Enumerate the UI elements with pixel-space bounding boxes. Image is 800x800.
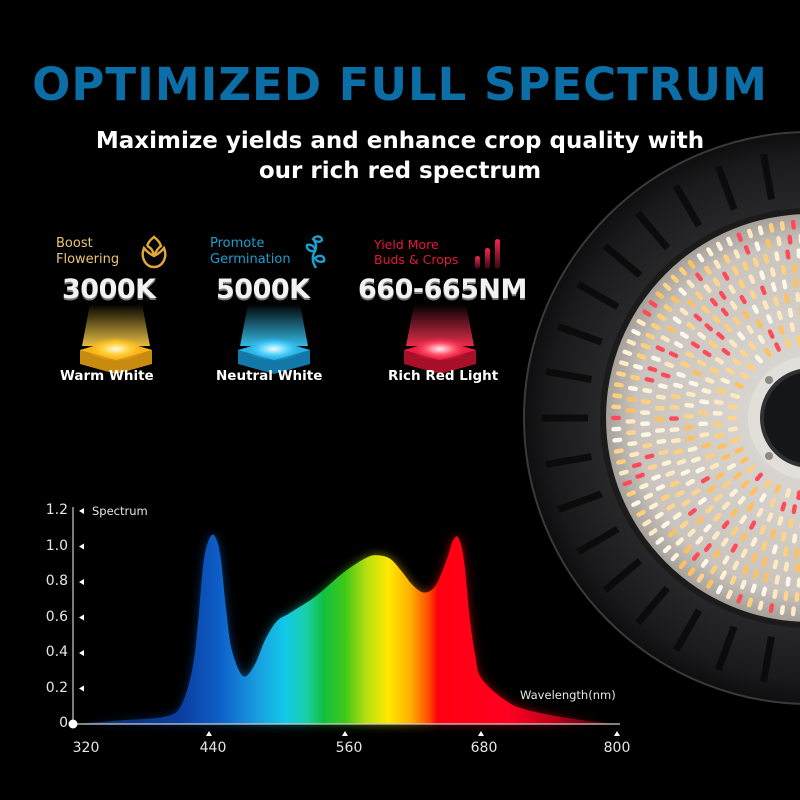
y-axis-label: Spectrum — [92, 504, 148, 518]
x-tick-label: 440 — [199, 740, 227, 756]
y-tick-label: 0 — [59, 715, 68, 731]
x-tick-label: 680 — [470, 740, 498, 756]
y-tick-marker — [79, 543, 84, 550]
card-tag: Boost Flowering — [56, 236, 119, 268]
spectrum-plot — [68, 507, 620, 736]
origin-dot — [68, 719, 78, 729]
x-tick-marker — [478, 731, 484, 736]
x-axis-label: Wavelength(nm) — [520, 688, 616, 702]
card-label: Rich Red Light — [388, 368, 499, 384]
card-value: 660-665NM — [358, 274, 527, 305]
y-tick-label: 0.2 — [45, 680, 68, 696]
card-value: 5000K — [216, 274, 310, 305]
x-tick-label: 320 — [72, 740, 100, 756]
y-tick-marker — [79, 579, 84, 585]
y-tick-marker — [79, 614, 84, 621]
y-tick-marker — [79, 685, 84, 692]
page-subtitle: Maximize yields and enhance crop quality… — [0, 126, 800, 186]
subtitle-line-1: Maximize yields and enhance crop quality… — [95, 128, 705, 154]
x-tick-label: 560 — [335, 740, 363, 756]
spectrum-chart: 1.2 1.0 0.8 0.6 0.4 0.2 0 Spectrum Wavel… — [0, 490, 650, 800]
card-value: 3000K — [62, 274, 156, 305]
x-tick-marker — [614, 731, 620, 736]
spectrum-area — [73, 534, 617, 724]
card-label: Warm White — [60, 368, 154, 384]
card-tag: Yield More Buds & Crops — [374, 237, 458, 267]
x-tick-label: 800 — [603, 740, 631, 756]
tag-line-2: Buds & Crops — [374, 252, 459, 267]
tag-line-1: Promote — [210, 236, 265, 251]
tag-line-2: Germination — [210, 252, 291, 267]
y-tick-label: 0.4 — [45, 644, 68, 660]
page-title: OPTIMIZED FULL SPECTRUM — [32, 58, 768, 111]
y-tick-label: 1.2 — [45, 502, 68, 518]
tag-line-2: Flowering — [56, 252, 120, 267]
tag-line-1: Boost — [56, 236, 93, 251]
x-tick-marker — [342, 731, 348, 736]
bar-growth-icon — [475, 239, 500, 269]
sprout-icon — [305, 235, 326, 269]
y-tick-label: 0.6 — [45, 609, 68, 625]
flower-bud-icon — [141, 235, 167, 269]
subtitle-line-2: our rich red spectrum — [258, 158, 542, 184]
y-tick-marker — [79, 508, 84, 514]
red-led-chip-icon — [404, 304, 476, 374]
y-tick-marker — [79, 650, 84, 656]
card-label: Neutral White — [216, 368, 323, 384]
warm-led-chip-icon — [80, 304, 152, 374]
y-tick-label: 0.8 — [45, 573, 68, 589]
neutral-led-chip-icon — [238, 304, 310, 374]
tag-line-1: Yield More — [374, 237, 439, 252]
card-tag: Promote Germination — [210, 236, 291, 268]
x-tick-marker — [206, 731, 212, 736]
y-tick-label: 1.0 — [45, 538, 68, 554]
